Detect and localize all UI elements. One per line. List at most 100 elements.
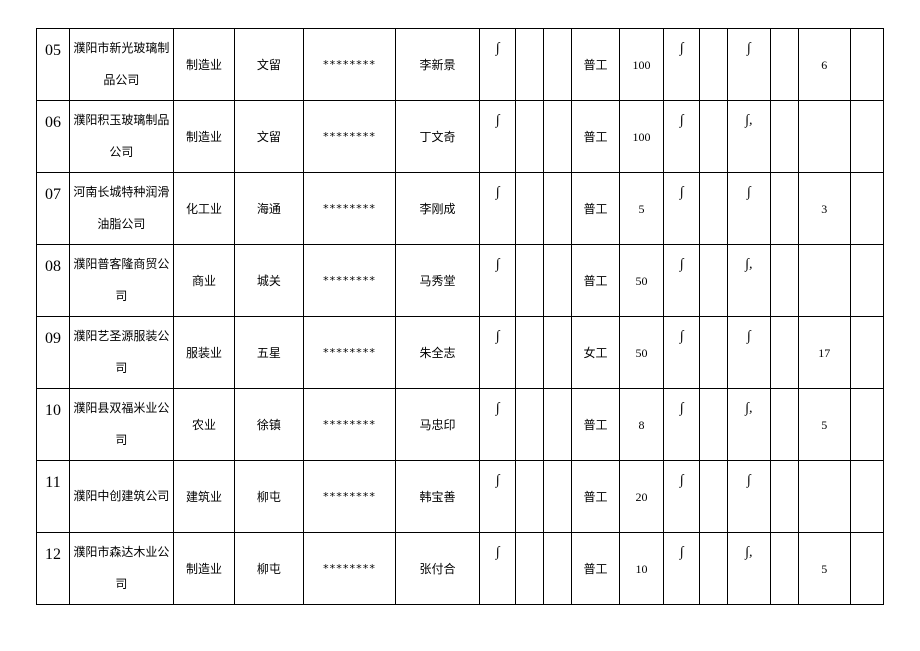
mark-col bbox=[544, 245, 572, 317]
mark-col: ∫ bbox=[664, 101, 699, 173]
mark-col bbox=[770, 173, 798, 245]
job-type: 普工 bbox=[572, 245, 619, 317]
row-index: 06 bbox=[37, 101, 70, 173]
extra-col: 5 bbox=[798, 389, 850, 461]
mark-col bbox=[770, 317, 798, 389]
town: 城关 bbox=[235, 245, 303, 317]
mark-col: ∫ bbox=[664, 533, 699, 605]
table-row: 10濮阳县双福米业公司农业徐镇********马忠印∫普工8∫∫,5 bbox=[37, 389, 884, 461]
contact-name: 李新景 bbox=[395, 29, 480, 101]
company-name: 濮阳市新光玻璃制品公司 bbox=[70, 29, 174, 101]
job-type: 女工 bbox=[572, 317, 619, 389]
count: 50 bbox=[619, 245, 664, 317]
masked-field: ******** bbox=[303, 533, 395, 605]
extra-col bbox=[798, 101, 850, 173]
table-row: 12濮阳市森达木业公司制造业柳屯********张付合∫普工10∫∫,5 bbox=[37, 533, 884, 605]
contact-name: 张付合 bbox=[395, 533, 480, 605]
company-name: 濮阳积玉玻璃制品公司 bbox=[70, 101, 174, 173]
industry: 化工业 bbox=[173, 173, 234, 245]
town: 柳屯 bbox=[235, 533, 303, 605]
extra-col: 6 bbox=[798, 29, 850, 101]
mark-col: ∫, bbox=[728, 101, 770, 173]
town: 海通 bbox=[235, 173, 303, 245]
industry: 商业 bbox=[173, 245, 234, 317]
company-name: 濮阳艺圣源服装公司 bbox=[70, 317, 174, 389]
company-name: 濮阳普客隆商贸公司 bbox=[70, 245, 174, 317]
mark-col bbox=[850, 101, 883, 173]
mark-col bbox=[699, 173, 727, 245]
mark-col bbox=[850, 389, 883, 461]
mark-col bbox=[699, 533, 727, 605]
masked-field: ******** bbox=[303, 173, 395, 245]
mark-col: ∫ bbox=[480, 173, 515, 245]
company-name: 河南长城特种润滑油脂公司 bbox=[70, 173, 174, 245]
company-table: 05濮阳市新光玻璃制品公司制造业文留********李新景∫普工100∫∫606… bbox=[36, 28, 884, 605]
table-row: 05濮阳市新光玻璃制品公司制造业文留********李新景∫普工100∫∫6 bbox=[37, 29, 884, 101]
row-index: 09 bbox=[37, 317, 70, 389]
mark-col bbox=[544, 173, 572, 245]
masked-field: ******** bbox=[303, 245, 395, 317]
mark-col bbox=[544, 533, 572, 605]
town: 文留 bbox=[235, 101, 303, 173]
row-index: 05 bbox=[37, 29, 70, 101]
contact-name: 朱全志 bbox=[395, 317, 480, 389]
contact-name: 马忠印 bbox=[395, 389, 480, 461]
company-name: 濮阳中创建筑公司 bbox=[70, 461, 174, 533]
mark-col: ∫ bbox=[664, 317, 699, 389]
extra-col: 17 bbox=[798, 317, 850, 389]
industry: 制造业 bbox=[173, 29, 234, 101]
mark-col bbox=[699, 461, 727, 533]
count: 10 bbox=[619, 533, 664, 605]
mark-col: ∫ bbox=[480, 461, 515, 533]
mark-col bbox=[515, 533, 543, 605]
mark-col bbox=[770, 389, 798, 461]
town: 五星 bbox=[235, 317, 303, 389]
extra-col: 5 bbox=[798, 533, 850, 605]
mark-col bbox=[699, 389, 727, 461]
contact-name: 丁文奇 bbox=[395, 101, 480, 173]
row-index: 10 bbox=[37, 389, 70, 461]
masked-field: ******** bbox=[303, 389, 395, 461]
count: 20 bbox=[619, 461, 664, 533]
table-row: 08濮阳普客隆商贸公司商业城关********马秀堂∫普工50∫∫, bbox=[37, 245, 884, 317]
mark-col bbox=[770, 245, 798, 317]
job-type: 普工 bbox=[572, 29, 619, 101]
company-name: 濮阳市森达木业公司 bbox=[70, 533, 174, 605]
mark-col bbox=[515, 317, 543, 389]
contact-name: 李刚成 bbox=[395, 173, 480, 245]
extra-col bbox=[798, 461, 850, 533]
mark-col bbox=[770, 29, 798, 101]
mark-col bbox=[544, 461, 572, 533]
mark-col bbox=[770, 101, 798, 173]
job-type: 普工 bbox=[572, 173, 619, 245]
count: 50 bbox=[619, 317, 664, 389]
mark-col bbox=[515, 101, 543, 173]
masked-field: ******** bbox=[303, 317, 395, 389]
mark-col bbox=[515, 173, 543, 245]
masked-field: ******** bbox=[303, 101, 395, 173]
table-row: 09濮阳艺圣源服装公司服装业五星********朱全志∫女工50∫∫17 bbox=[37, 317, 884, 389]
mark-col: ∫ bbox=[480, 245, 515, 317]
mark-col bbox=[850, 461, 883, 533]
town: 柳屯 bbox=[235, 461, 303, 533]
mark-col bbox=[515, 461, 543, 533]
mark-col bbox=[850, 173, 883, 245]
count: 100 bbox=[619, 101, 664, 173]
mark-col bbox=[515, 245, 543, 317]
contact-name: 韩宝善 bbox=[395, 461, 480, 533]
industry: 服装业 bbox=[173, 317, 234, 389]
mark-col bbox=[544, 389, 572, 461]
extra-col: 3 bbox=[798, 173, 850, 245]
mark-col bbox=[699, 29, 727, 101]
mark-col: ∫ bbox=[728, 317, 770, 389]
mark-col: ∫ bbox=[728, 29, 770, 101]
mark-col bbox=[699, 245, 727, 317]
job-type: 普工 bbox=[572, 389, 619, 461]
industry: 制造业 bbox=[173, 533, 234, 605]
mark-col: ∫ bbox=[664, 389, 699, 461]
mark-col: ∫ bbox=[664, 461, 699, 533]
town: 徐镇 bbox=[235, 389, 303, 461]
mark-col: ∫ bbox=[664, 173, 699, 245]
mark-col bbox=[544, 101, 572, 173]
mark-col: ∫, bbox=[728, 389, 770, 461]
